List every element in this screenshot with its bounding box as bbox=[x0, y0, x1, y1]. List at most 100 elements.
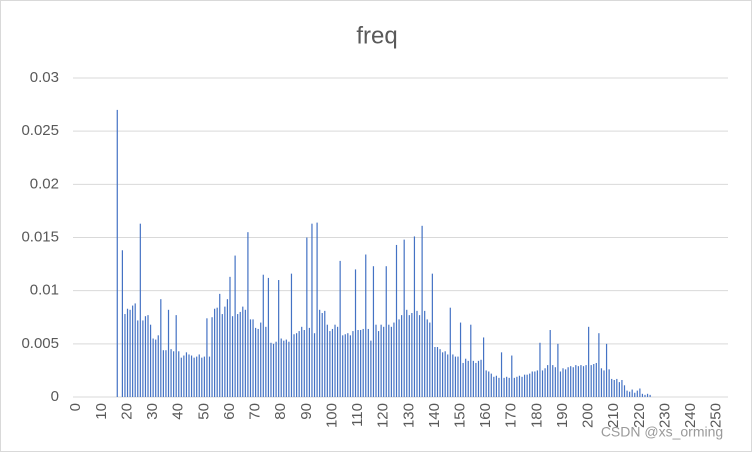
bar bbox=[395, 244, 398, 397]
x-tick-label: 20 bbox=[118, 403, 135, 420]
bar bbox=[621, 379, 623, 397]
bar bbox=[255, 327, 257, 397]
bar bbox=[185, 352, 188, 397]
x-tick-label: 60 bbox=[221, 403, 238, 420]
bar bbox=[319, 309, 321, 397]
bar bbox=[529, 373, 531, 397]
bar bbox=[616, 378, 618, 397]
bar bbox=[421, 225, 423, 397]
x-tick-label: 230 bbox=[656, 403, 673, 428]
bar bbox=[216, 307, 218, 397]
bar bbox=[339, 260, 341, 397]
bar bbox=[472, 360, 474, 397]
bar bbox=[354, 269, 357, 397]
x-tick-label: 140 bbox=[426, 403, 443, 428]
bar bbox=[162, 350, 164, 397]
bar bbox=[559, 371, 562, 397]
x-tick-label: 100 bbox=[323, 403, 340, 428]
bar bbox=[498, 377, 500, 397]
bar bbox=[170, 349, 172, 397]
bar bbox=[193, 357, 195, 397]
bar bbox=[613, 379, 615, 397]
bar bbox=[129, 309, 131, 397]
bar bbox=[508, 377, 510, 397]
x-tick-label: 190 bbox=[554, 403, 571, 428]
bar bbox=[477, 360, 480, 397]
bar bbox=[180, 357, 182, 397]
bar bbox=[393, 322, 395, 397]
bar bbox=[311, 223, 313, 397]
x-tick-label: 250 bbox=[708, 403, 725, 428]
bar bbox=[167, 309, 170, 397]
bar bbox=[360, 330, 362, 397]
bar bbox=[260, 322, 262, 397]
bar bbox=[618, 382, 620, 397]
bar bbox=[336, 326, 339, 397]
bar bbox=[324, 310, 326, 397]
bar bbox=[321, 312, 323, 397]
bar bbox=[549, 330, 551, 397]
bar bbox=[424, 310, 426, 397]
bar bbox=[401, 315, 403, 397]
bar bbox=[457, 356, 459, 397]
bar bbox=[564, 369, 567, 397]
bar bbox=[280, 338, 282, 397]
x-tick-label: 210 bbox=[605, 403, 622, 428]
x-tick-label: 130 bbox=[400, 403, 417, 428]
bar bbox=[572, 367, 574, 397]
bar bbox=[142, 320, 144, 397]
bar bbox=[344, 334, 346, 397]
bar bbox=[521, 376, 523, 397]
bar bbox=[265, 326, 267, 397]
bar bbox=[634, 392, 636, 397]
bar bbox=[539, 342, 541, 397]
x-tick-label: 180 bbox=[528, 403, 545, 428]
x-tick-label: 120 bbox=[375, 403, 392, 428]
bar bbox=[503, 377, 505, 397]
bar bbox=[139, 223, 141, 397]
bar bbox=[303, 330, 305, 397]
bar bbox=[449, 307, 451, 397]
bar bbox=[155, 339, 157, 397]
bar bbox=[631, 389, 633, 397]
bar bbox=[367, 328, 369, 397]
x-tick-label: 10 bbox=[93, 403, 110, 420]
bar bbox=[267, 277, 270, 397]
bar bbox=[357, 330, 359, 397]
bar bbox=[385, 266, 387, 397]
bar bbox=[534, 371, 536, 397]
bar bbox=[198, 354, 200, 397]
bar bbox=[237, 314, 239, 397]
bar bbox=[365, 254, 367, 397]
bar bbox=[442, 352, 444, 397]
bar bbox=[190, 355, 193, 397]
bar bbox=[629, 391, 631, 397]
bar bbox=[242, 306, 244, 397]
bar bbox=[390, 326, 392, 397]
x-tick-label: 170 bbox=[503, 403, 520, 428]
bar bbox=[380, 324, 382, 397]
bar bbox=[178, 351, 180, 397]
bar bbox=[183, 355, 185, 397]
bar bbox=[600, 368, 603, 397]
bar bbox=[577, 366, 579, 397]
bar bbox=[554, 367, 556, 397]
x-tick-label: 0 bbox=[67, 403, 84, 411]
bar bbox=[226, 299, 229, 397]
bar bbox=[221, 314, 223, 397]
bar bbox=[475, 362, 477, 397]
bar bbox=[196, 356, 198, 397]
bar bbox=[585, 365, 587, 397]
bar bbox=[436, 347, 439, 397]
y-tick-label: 0.025 bbox=[21, 122, 59, 139]
bar bbox=[408, 315, 410, 397]
bar bbox=[570, 366, 572, 397]
bar bbox=[116, 109, 118, 398]
bar bbox=[301, 326, 303, 397]
bar bbox=[480, 359, 482, 397]
bar bbox=[347, 333, 349, 397]
bar bbox=[295, 333, 298, 397]
bar bbox=[513, 377, 515, 397]
bar bbox=[231, 316, 234, 397]
